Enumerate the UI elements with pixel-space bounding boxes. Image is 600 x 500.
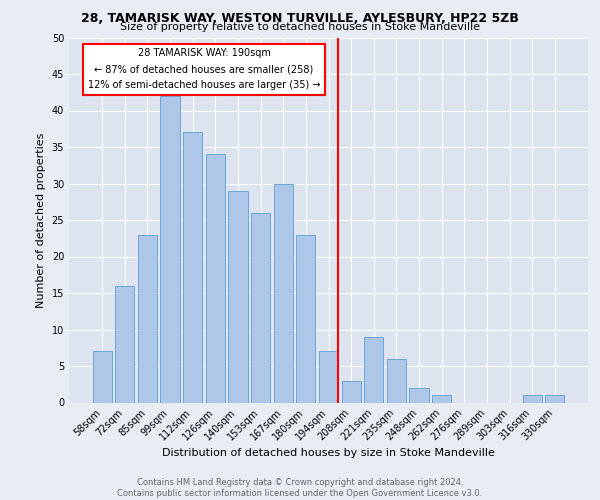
Bar (432, 395, 451, 402)
Bar (229, 191, 248, 402)
Bar (341, 380, 361, 402)
Bar (364, 337, 383, 402)
Bar (160, 96, 180, 402)
Text: Contains HM Land Registry data © Crown copyright and database right 2024.
Contai: Contains HM Land Registry data © Crown c… (118, 478, 482, 498)
Bar (183, 132, 202, 402)
Bar (296, 234, 316, 402)
Bar (115, 286, 134, 403)
Bar (274, 184, 293, 402)
Bar (409, 388, 428, 402)
Bar (206, 154, 225, 402)
Bar (387, 358, 406, 403)
Text: 28 TAMARISK WAY: 190sqm
← 87% of detached houses are smaller (258)
12% of semi-d: 28 TAMARISK WAY: 190sqm ← 87% of detache… (88, 48, 320, 90)
Bar (251, 212, 270, 402)
Y-axis label: Number of detached properties: Number of detached properties (36, 132, 46, 308)
Bar (523, 395, 542, 402)
Text: 28, TAMARISK WAY, WESTON TURVILLE, AYLESBURY, HP22 5ZB: 28, TAMARISK WAY, WESTON TURVILLE, AYLES… (81, 12, 519, 26)
Bar (92, 352, 112, 403)
Text: Size of property relative to detached houses in Stoke Mandeville: Size of property relative to detached ho… (120, 22, 480, 32)
Bar (319, 352, 338, 403)
Bar (138, 234, 157, 402)
X-axis label: Distribution of detached houses by size in Stoke Mandeville: Distribution of detached houses by size … (162, 448, 495, 458)
Bar (545, 395, 565, 402)
